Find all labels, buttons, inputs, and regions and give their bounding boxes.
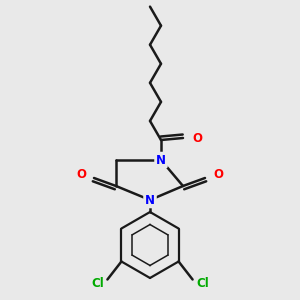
Text: O: O <box>192 131 202 145</box>
Text: Cl: Cl <box>196 277 209 290</box>
Text: N: N <box>156 154 166 166</box>
Text: O: O <box>76 167 86 181</box>
Text: Cl: Cl <box>91 277 104 290</box>
Text: N: N <box>145 194 155 206</box>
Text: O: O <box>213 167 223 181</box>
